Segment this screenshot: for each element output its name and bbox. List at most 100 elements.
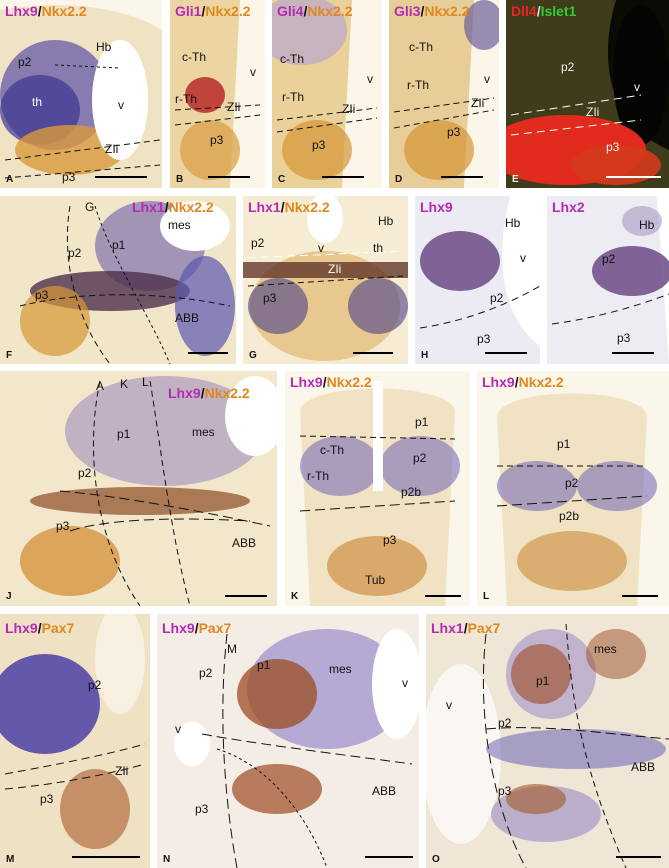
scale-bar — [616, 856, 661, 858]
panel-n: Lhx9/Pax7 M p2 p1 mes v v p3 ABB N — [157, 614, 419, 868]
panel-i-micrograph — [547, 196, 669, 364]
region-label: Hb — [378, 214, 394, 228]
panel-a-micrograph — [0, 0, 162, 188]
panel-g-marker-1: Lhx1 — [248, 199, 281, 215]
panel-j-title: Lhx9/Nkx2.2 — [168, 385, 250, 401]
panel-g-title: Lhx1/Nkx2.2 — [248, 199, 330, 215]
region-label: p2 — [498, 716, 512, 730]
panel-letter: A — [6, 174, 14, 185]
region-label: mes — [168, 218, 191, 232]
panel-l-micrograph — [477, 371, 669, 606]
panel-a-title: Lhx9/Nkx2.2 — [5, 3, 87, 19]
panel-f: Lhx1/Nkx2.2 G mes p1 p2 p3 ABB F — [0, 196, 236, 364]
panel-c-marker-2: Nkx2.2 — [307, 3, 353, 19]
panel-h-title: Lhx9 — [420, 199, 453, 215]
panel-l-title: Lhx9/Nkx2.2 — [482, 374, 564, 390]
region-label: th — [32, 95, 43, 109]
region-label: p3 — [40, 792, 54, 806]
panel-b-marker-2: Nkx2.2 — [205, 3, 251, 19]
region-label: M — [227, 642, 237, 656]
region-label: v — [250, 65, 256, 79]
region-label: c-Th — [280, 52, 304, 66]
panel-a-marker-1: Lhx9 — [5, 3, 38, 19]
panel-m-micrograph — [0, 614, 150, 868]
panel-m: Lhx9/Pax7 p2 ZIi p3 M — [0, 614, 150, 868]
region-label: v — [402, 676, 408, 690]
region-label: th — [373, 241, 384, 255]
scale-bar — [606, 176, 661, 178]
region-label: p2 — [199, 666, 213, 680]
panel-l-marker-1: Lhx9 — [482, 374, 515, 390]
panel-letter: G — [249, 350, 257, 361]
panel-letter: M — [6, 854, 15, 865]
region-label: c-Th — [320, 443, 344, 457]
region-label: r-Th — [307, 469, 329, 483]
region-label: p1 — [536, 674, 550, 688]
region-label: p2 — [78, 466, 92, 480]
region-label: p2 — [68, 246, 82, 260]
panel-b: Gli1/Nkx2.2 c-Th v r-Th ZIi p3 B — [170, 0, 265, 188]
panel-d-title: Gli3/Nkx2.2 — [394, 3, 470, 19]
region-label: ZIi — [586, 105, 600, 119]
region-label: p3 — [56, 519, 70, 533]
region-label: p3 — [210, 133, 224, 147]
region-label: r-Th — [282, 90, 304, 104]
panel-letter: K — [291, 591, 299, 602]
region-label: L — [142, 375, 149, 389]
panel-c-marker-1: Gli4 — [277, 3, 304, 19]
panel-d-marker-1: Gli3 — [394, 3, 421, 19]
scale-bar — [95, 176, 147, 178]
region-label: v — [484, 72, 490, 86]
panel-k-marker-1: Lhx9 — [290, 374, 323, 390]
region-label: mes — [192, 425, 215, 439]
panel-f-micrograph — [0, 196, 236, 364]
region-label: c-Th — [409, 40, 433, 54]
region-label: p1 — [112, 238, 126, 252]
panel-letter: H — [421, 350, 429, 361]
panel-o-title: Lhx1/Pax7 — [431, 620, 501, 636]
region-label: p3 — [35, 288, 49, 302]
region-label: r-Th — [175, 92, 197, 106]
panel-j-marker-2: Nkx2.2 — [204, 385, 250, 401]
panel-c: Gli4/Nkx2.2 c-Th v r-Th ZIi p3 C — [272, 0, 382, 188]
panel-e-micrograph — [506, 0, 669, 188]
region-label: p3 — [312, 138, 326, 152]
region-label: p2 — [490, 291, 504, 305]
region-label: ABB — [372, 784, 397, 798]
region-label: ZIi — [115, 764, 129, 778]
panel-m-marker-2: Pax7 — [41, 620, 75, 636]
scale-bar — [353, 352, 393, 354]
region-label: Hb — [505, 216, 521, 230]
region-label: Tub — [365, 573, 386, 587]
region-label: v — [318, 241, 324, 255]
scale-bar — [612, 352, 654, 354]
region-label: Hb — [96, 40, 112, 54]
panel-h: Lhx9 Hb v p2 p3 H — [415, 196, 540, 364]
panel-m-marker-1: Lhx9 — [5, 620, 38, 636]
region-label: p1 — [557, 437, 571, 451]
panel-o: Lhx1/Pax7 mes v p1 p2 ABB p3 O — [426, 614, 669, 868]
region-label: p3 — [617, 331, 631, 345]
region-label: ABB — [175, 311, 200, 325]
region-label: v — [520, 251, 526, 265]
panel-k-title: Lhx9/Nkx2.2 — [290, 374, 372, 390]
panel-letter: E — [512, 174, 519, 185]
region-label: p2 — [565, 476, 579, 490]
region-label: r-Th — [407, 78, 429, 92]
panel-d-marker-2: Nkx2.2 — [424, 3, 470, 19]
panel-letter: J — [6, 591, 12, 602]
scale-bar — [441, 176, 483, 178]
region-label: v — [367, 72, 373, 86]
region-label: p2b — [559, 509, 580, 523]
panel-f-marker-1: Lhx1 — [132, 199, 165, 215]
region-label: p1 — [117, 427, 131, 441]
region-label: A — [96, 379, 105, 393]
scale-bar — [225, 595, 267, 597]
region-label: c-Th — [182, 50, 206, 64]
region-label: v — [634, 80, 640, 94]
panel-j-marker-1: Lhx9 — [168, 385, 201, 401]
panel-o-marker-2: Pax7 — [467, 620, 501, 636]
panel-f-marker-2: Nkx2.2 — [168, 199, 214, 215]
region-label: p1 — [257, 658, 271, 672]
region-label: ZIi — [227, 100, 241, 114]
